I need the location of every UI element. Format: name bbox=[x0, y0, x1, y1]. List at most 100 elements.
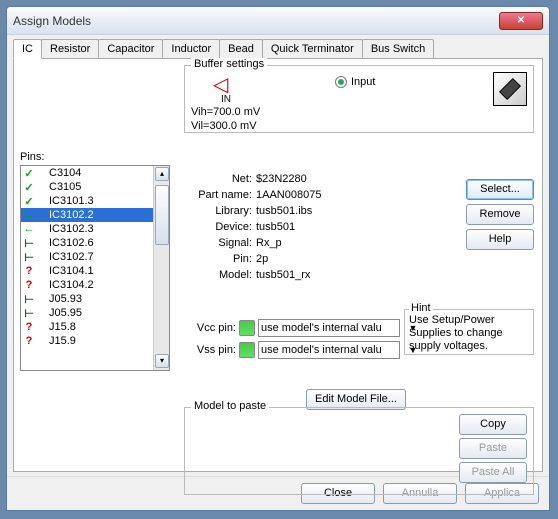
pin-status-icon: ? bbox=[23, 265, 35, 277]
pin-label: IC3104.2 bbox=[49, 279, 94, 291]
pin-status-icon: ? bbox=[23, 321, 35, 333]
tab-bead[interactable]: Bead bbox=[219, 39, 263, 59]
signal-value: Rx_p bbox=[256, 237, 282, 249]
pin-row[interactable]: ? J15.8 bbox=[21, 320, 169, 334]
vss-label: Vss pin: bbox=[184, 344, 236, 356]
pin-value: 2p bbox=[256, 253, 268, 265]
pin-row[interactable]: ✓ C3105 bbox=[21, 180, 169, 194]
pin-key: Pin: bbox=[184, 253, 256, 265]
radio-circle-icon bbox=[335, 76, 347, 88]
pin-label: IC3102.7 bbox=[49, 251, 94, 263]
scroll-up-icon[interactable]: ▴ bbox=[155, 167, 169, 181]
pins-label: Pins: bbox=[20, 151, 44, 163]
model-info: Net:$23N2280 Part name:1AAN008075 Librar… bbox=[184, 171, 444, 283]
model-key: Model: bbox=[184, 269, 256, 281]
vil-label: Vil=300.0 mV bbox=[191, 120, 257, 132]
input-radio-label: Input bbox=[351, 76, 375, 88]
pin-row[interactable]: ⊢ IC3102.7 bbox=[21, 250, 169, 264]
vih-label: Vih=700.0 mV bbox=[191, 106, 260, 118]
vss-combo-value: use model's internal valu bbox=[261, 344, 382, 356]
assign-models-dialog: Assign Models ✕ IC Resistor Capacitor In… bbox=[6, 6, 550, 511]
pin-row[interactable]: ⊢ IC3102.6 bbox=[21, 236, 169, 250]
window-close-button[interactable]: ✕ bbox=[499, 12, 543, 30]
pin-row[interactable]: ✓ C3104 bbox=[21, 166, 169, 180]
pin-status-icon: ✓ bbox=[23, 195, 35, 208]
copy-button[interactable]: Copy bbox=[459, 414, 527, 435]
net-key: Net: bbox=[184, 173, 256, 185]
pin-status-icon: ⊢ bbox=[23, 307, 35, 320]
tab-capacitor[interactable]: Capacitor bbox=[98, 39, 163, 59]
partname-value: 1AAN008075 bbox=[256, 189, 321, 201]
chip-icon[interactable] bbox=[493, 72, 527, 106]
pin-status-icon: ? bbox=[23, 279, 35, 291]
pin-row[interactable]: ⊢ J05.95 bbox=[21, 306, 169, 320]
tab-inductor[interactable]: Inductor bbox=[162, 39, 220, 59]
pin-status-icon: ← bbox=[23, 209, 35, 221]
vcc-label: Vcc pin: bbox=[184, 322, 236, 334]
device-value: tusb501 bbox=[256, 221, 295, 233]
pin-status-icon: ✓ bbox=[23, 181, 35, 194]
pin-status-icon: ⊢ bbox=[23, 251, 35, 264]
window-title: Assign Models bbox=[13, 14, 499, 28]
tab-ic[interactable]: IC bbox=[13, 39, 42, 59]
pin-row[interactable]: ← IC3102.3 bbox=[21, 222, 169, 236]
side-buttons: Select... Remove Help bbox=[466, 179, 534, 250]
buffer-in-label: IN bbox=[221, 94, 231, 105]
pin-label: C3105 bbox=[49, 181, 81, 193]
help-button[interactable]: Help bbox=[466, 229, 534, 250]
scroll-down-icon[interactable]: ▾ bbox=[155, 354, 169, 368]
pin-row[interactable]: ? J15.9 bbox=[21, 334, 169, 348]
vss-icon[interactable] bbox=[239, 342, 255, 358]
tab-bus-switch[interactable]: Bus Switch bbox=[362, 39, 434, 59]
pin-row[interactable]: ? IC3104.1 bbox=[21, 264, 169, 278]
remove-button[interactable]: Remove bbox=[466, 204, 534, 225]
vcc-combo-value: use model's internal valu bbox=[261, 322, 382, 334]
vcc-combo[interactable]: use model's internal valu bbox=[258, 319, 400, 337]
pin-label: J05.93 bbox=[49, 293, 82, 305]
vcc-icon[interactable] bbox=[239, 320, 255, 336]
pin-status-icon: ? bbox=[23, 335, 35, 347]
pin-row[interactable]: ← IC3102.2 bbox=[21, 208, 169, 222]
library-value: tusb501.ibs bbox=[256, 205, 312, 217]
pins-scrollbar[interactable]: ▴ ▾ bbox=[153, 166, 169, 370]
pin-row[interactable]: ⊢ J05.93 bbox=[21, 292, 169, 306]
pin-label: J15.9 bbox=[49, 335, 76, 347]
pins-listbox[interactable]: ✓C3104✓C3105✓IC3101.3←IC3102.2←IC3102.3⊢… bbox=[20, 165, 170, 371]
titlebar: Assign Models ✕ bbox=[7, 7, 549, 35]
pin-row[interactable]: ✓IC3101.3 bbox=[21, 194, 169, 208]
pin-status-icon: ← bbox=[23, 223, 35, 235]
device-key: Device: bbox=[184, 221, 256, 233]
tab-bar: IC Resistor Capacitor Inductor Bead Quic… bbox=[7, 35, 549, 59]
pin-row[interactable]: ? IC3104.2 bbox=[21, 278, 169, 292]
pin-label: IC3102.2 bbox=[49, 209, 94, 221]
paste-button[interactable]: Paste bbox=[459, 438, 527, 459]
input-radio[interactable]: Input bbox=[335, 76, 375, 88]
buffer-legend: Buffer settings bbox=[191, 58, 267, 70]
scroll-thumb[interactable] bbox=[155, 185, 169, 245]
hint-legend: Hint bbox=[409, 302, 433, 314]
tab-content: Buffer settings ▷ IN Input Vih=700.0 mV … bbox=[13, 58, 543, 472]
pin-label: C3104 bbox=[49, 167, 81, 179]
select-button[interactable]: Select... bbox=[466, 179, 534, 200]
pin-label: IC3102.3 bbox=[49, 223, 94, 235]
pin-status-icon: ⊢ bbox=[23, 293, 35, 306]
paste-all-button[interactable]: Paste All bbox=[459, 462, 527, 483]
pin-label: J05.95 bbox=[49, 307, 82, 319]
pin-status-icon: ✓ bbox=[23, 167, 35, 180]
power-pins: Vcc pin: use model's internal valu ▼ Vss… bbox=[184, 317, 419, 361]
pin-label: IC3104.1 bbox=[49, 265, 94, 277]
model-value: tusb501_rx bbox=[256, 269, 310, 281]
vss-combo[interactable]: use model's internal valu bbox=[258, 341, 400, 359]
library-key: Library: bbox=[184, 205, 256, 217]
model-to-paste-group: Model to paste Copy Paste Paste All bbox=[184, 407, 534, 495]
tab-quick-terminator[interactable]: Quick Terminator bbox=[262, 39, 363, 59]
signal-key: Signal: bbox=[184, 237, 256, 249]
tab-resistor[interactable]: Resistor bbox=[41, 39, 99, 59]
partname-key: Part name: bbox=[184, 189, 256, 201]
hint-text: Use Setup/Power Supplies to change suppl… bbox=[405, 310, 533, 357]
net-value: $23N2280 bbox=[256, 173, 307, 185]
buffer-settings-group: Buffer settings ▷ IN Input Vih=700.0 mV … bbox=[184, 65, 534, 133]
pin-label: J15.8 bbox=[49, 321, 76, 333]
pin-label: IC3102.6 bbox=[49, 237, 94, 249]
pin-status-icon: ⊢ bbox=[23, 237, 35, 250]
